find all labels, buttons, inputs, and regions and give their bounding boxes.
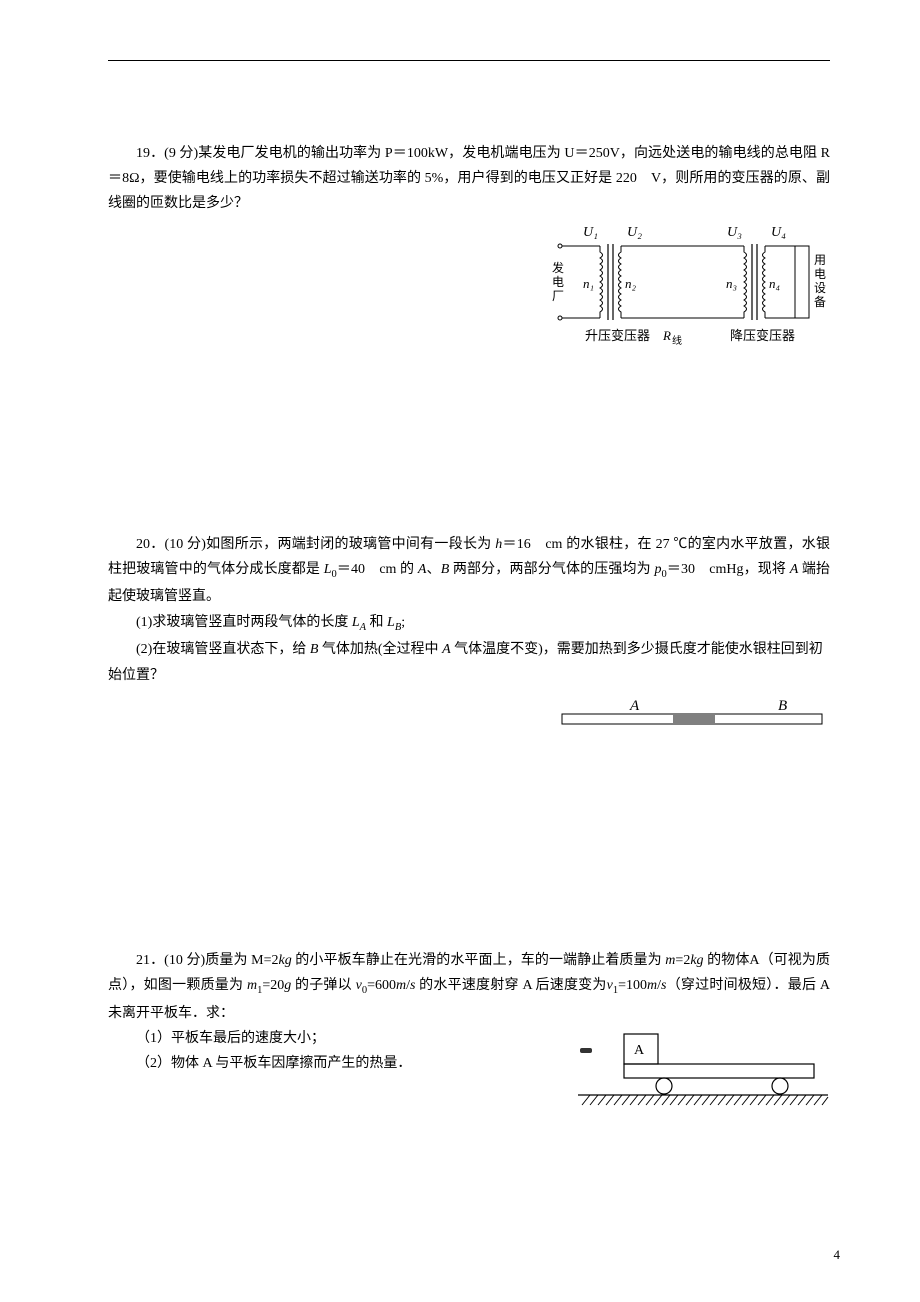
problem-21-text: 21．(10 分)质量为 M=2kg 的小平板车静止在光滑的水平面上，车的一端静… (108, 948, 830, 1026)
stepup-transformer (600, 244, 621, 320)
mercury-column (673, 714, 715, 724)
label-U1: U₁ (583, 225, 598, 240)
label-n1: n₁ (583, 276, 594, 291)
fig20-label-B: B (778, 698, 787, 714)
figure-21: A (570, 1026, 830, 1116)
label-load1: 用 (814, 253, 826, 267)
figure-19: U₁ U₂ U₃ U₄ 发 电 厂 n₁ n₂ (550, 222, 830, 352)
label-n2: n₂ (625, 276, 637, 291)
problem-20-q2: (2)在玻璃管竖直状态下，给 B 气体加热(全过程中 A 气体温度不变)，需要加… (108, 637, 830, 687)
label-generator3: 厂 (552, 289, 564, 303)
problem-20: 20．(10 分)如图所示，两端封闭的玻璃管中间有一段长为 h＝16 cm 的水… (108, 532, 830, 728)
terminal-top (558, 244, 562, 248)
tube-svg: A B (560, 698, 830, 728)
label-n4: n₄ (769, 276, 781, 291)
stepdown-transformer (744, 244, 765, 320)
label-load2: 电 (814, 267, 826, 281)
transformer-circuit-svg: U₁ U₂ U₃ U₄ 发 电 厂 n₁ n₂ (550, 222, 830, 352)
bullet (580, 1048, 592, 1053)
wheel-right (772, 1078, 788, 1094)
label-load3: 设 (814, 281, 826, 295)
fig20-label-A: A (629, 698, 640, 714)
label-generator2: 电 (552, 275, 564, 289)
problem-19-text: 19．(9 分)某发电厂发电机的输出功率为 P＝100kW，发电机端电压为 U＝… (108, 141, 830, 217)
label-U4: U₄ (771, 225, 786, 240)
label-generator: 发 (552, 260, 564, 275)
problem-19: 19．(9 分)某发电厂发电机的输出功率为 P＝100kW，发电机端电压为 U＝… (108, 141, 830, 352)
cart-svg: A (570, 1026, 830, 1116)
figure-20: A B (560, 698, 830, 728)
label-U2: U₂ (627, 225, 642, 240)
label-stepdown: 降压变压器 (730, 328, 795, 343)
fig21-label-A: A (634, 1043, 645, 1058)
header-rule (108, 60, 830, 61)
ground-hatch (582, 1095, 828, 1105)
label-load4: 备 (814, 295, 826, 309)
terminal-bot (558, 316, 562, 320)
load-box (795, 246, 809, 318)
cart-body (624, 1064, 814, 1078)
label-Rline: R (662, 328, 671, 343)
label-n3: n₃ (726, 276, 737, 291)
problem-21: 21．(10 分)质量为 M=2kg 的小平板车静止在光滑的水平面上，车的一端静… (108, 948, 830, 1116)
problem-20-text: 20．(10 分)如图所示，两端封闭的玻璃管中间有一段长为 h＝16 cm 的水… (108, 532, 830, 610)
label-stepup: 升压变压器 (585, 328, 650, 343)
wheel-left (656, 1078, 672, 1094)
label-Rsub: 线 (672, 334, 682, 347)
page-number: 4 (834, 1243, 841, 1266)
label-U3: U₃ (727, 225, 742, 240)
problem-20-q1: (1)求玻璃管竖直时两段气体的长度 LA 和 LB; (108, 610, 830, 638)
